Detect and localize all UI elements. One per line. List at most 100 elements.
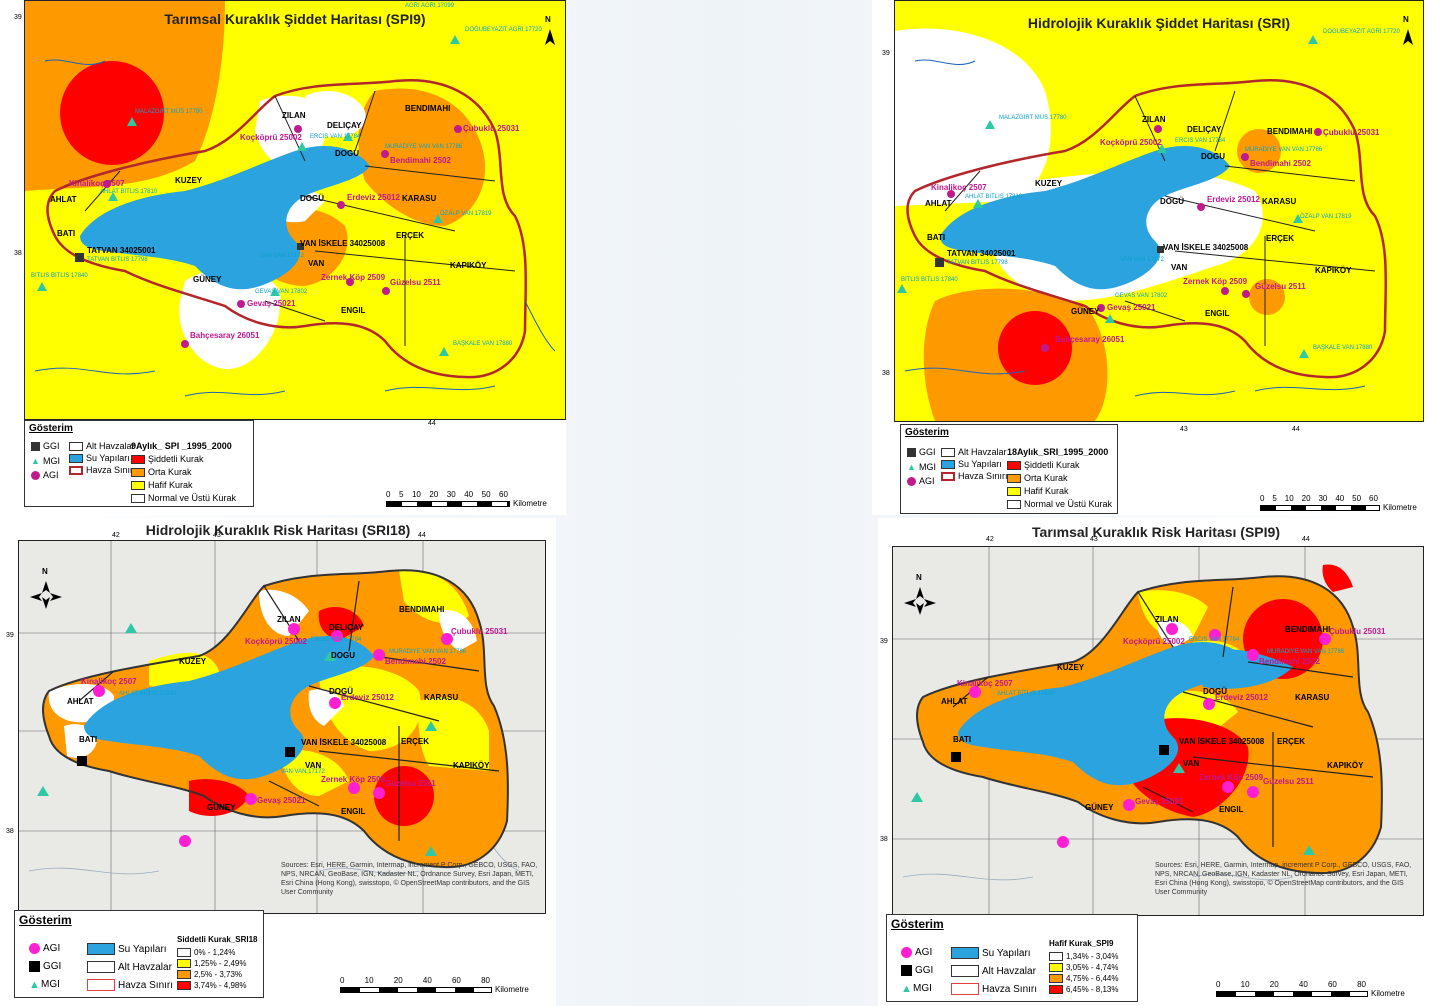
legend-class-normal: Normal ve Üstü Kurak xyxy=(1007,499,1112,509)
legend-su-yapilari: Su Yapıları xyxy=(69,453,130,463)
region-kuzey: KUZEY xyxy=(1057,663,1085,672)
region-dogu2: DOGÜ xyxy=(329,687,353,696)
ggi-marker xyxy=(75,253,84,262)
agi-zernek: Zernek Köp 2509 xyxy=(321,273,386,282)
mgi-malazgirt: MALAZGIRT MUS 17780 xyxy=(999,115,1067,121)
region-van: VAN xyxy=(308,259,325,268)
coord-lon-42: 42 xyxy=(986,536,994,543)
agi-zernek: Zernek Köp 2509 xyxy=(321,775,386,784)
severe-zone xyxy=(998,311,1072,385)
agi-kockopru: Koçköprü 25002 xyxy=(1123,637,1185,646)
legend-class-mild: Hafif Kurak xyxy=(131,480,193,490)
region-bati: BATI xyxy=(57,229,76,238)
coord-lon-44: 44 xyxy=(418,532,426,539)
ggi-marker xyxy=(77,756,87,766)
legend-title: Gösterim xyxy=(905,427,949,438)
agi-gevas: Gevaş 25021 xyxy=(1107,303,1156,312)
agi-kinalikoc: Kinalikoç 2507 xyxy=(81,677,137,686)
legend: Gösterim GGI ▲ MGI AGI Alt Havzalar Su Ya… xyxy=(24,420,254,507)
legend-class-4: 3,74% - 4,98% xyxy=(177,981,246,990)
legend-class-3: 4,75% - 6,44% xyxy=(1049,974,1118,983)
region-ercek: ERÇEK xyxy=(1277,737,1306,746)
north-label: N xyxy=(545,15,551,24)
coord-lat-38: 38 xyxy=(882,370,890,377)
severe-zone xyxy=(1322,564,1353,592)
agi-cubuklu: Çubuklu 25031 xyxy=(451,627,508,636)
mgi-ercis: ERCIS VAN 17784 xyxy=(1189,637,1240,643)
ggi-marker xyxy=(951,752,961,762)
coord-lon-43: 43 xyxy=(1090,536,1098,543)
ggi-marker xyxy=(1157,246,1164,253)
legend-class-1: 1,34% - 3,04% xyxy=(1049,952,1118,961)
legend-class-2: 3,05% - 4,74% xyxy=(1049,963,1118,972)
legend-ggi: GGI xyxy=(901,965,933,976)
agi-bendimahi: Bendimahi 2502 xyxy=(390,156,451,165)
region-karasu: KARASU xyxy=(1295,693,1330,702)
mgi-ozalp: ÖZALP VAN 17819 xyxy=(1300,214,1352,220)
coord-lat-38: 38 xyxy=(880,836,888,843)
region-delicay: DELIÇAY xyxy=(327,121,362,130)
legend-agi: AGI xyxy=(29,943,60,954)
legend-havza-siniri: Havza Sınırı xyxy=(69,465,136,475)
region-kapikoy: KAPIKÖY xyxy=(453,761,490,770)
mgi-gevasvan: GEVAS VAN 17802 xyxy=(255,289,308,295)
ggi-tatvan: TATVAN 34025001 xyxy=(947,249,1016,258)
region-zilan: ZILAN xyxy=(1155,615,1179,624)
ggi-marker xyxy=(285,747,295,757)
region-kapikoy: KAPIKÖY xyxy=(1315,266,1352,275)
legend-heading: Siddetli Kurak_SRI18 xyxy=(177,935,258,944)
mgi-malazgirt: MALAZGIRT MUS 17780 xyxy=(135,109,203,115)
region-kapikoy: KAPIKÖY xyxy=(1327,761,1364,770)
region-van: VAN xyxy=(1171,263,1188,272)
legend-heading: 9Aylık_ SPI _1995_2000 xyxy=(131,441,232,451)
legend-agi: AGI xyxy=(901,947,932,958)
severe-zone xyxy=(318,606,364,641)
coord-lat-39: 39 xyxy=(6,632,14,639)
agi-erdeviz: Erdeviz 25012 xyxy=(347,193,400,202)
coord-lat-39: 39 xyxy=(882,50,890,57)
legend-alt-havzalar: Alt Havzalar xyxy=(941,447,1007,457)
region-kuzey: KUZEY xyxy=(179,657,207,666)
moderate-zone xyxy=(358,88,486,226)
mild-zone xyxy=(319,666,421,751)
moderate-zone xyxy=(1249,279,1285,315)
map-title: Hidrolojik Kuraklık Şiddet Haritası (SRI… xyxy=(1027,15,1291,31)
coord-lon-44: 44 xyxy=(428,420,436,427)
region-guney: GÜNEY xyxy=(193,275,222,284)
agi-guzelsu: Güzelsu 2511 xyxy=(1263,777,1314,786)
region-guney: GÜNEY xyxy=(1085,803,1114,812)
mgi-vanvan: VAN VAN 17172 xyxy=(260,253,304,259)
legend-mgi: ▲ MGI xyxy=(901,983,932,995)
mgi-ercis: ERCIS VAN 17784 xyxy=(1175,138,1226,144)
region-karasu: KARASU xyxy=(1262,197,1297,206)
mgi-ahlatbitlis: AHLAT BITLIS 17810 xyxy=(997,691,1055,697)
region-guney: GÜNEY xyxy=(207,803,236,812)
agi-bendimahi: Bendimahi 2502 xyxy=(1259,657,1320,666)
region-dogu: DOGU xyxy=(331,651,355,660)
region-engil: ENGIL xyxy=(341,306,366,315)
lake-van xyxy=(80,146,370,290)
legend-alt-havzalar: Alt Havzalar xyxy=(69,441,135,451)
legend-alt-havzalar: Alt Havzalar xyxy=(87,961,172,973)
panel-spi9-risk: Tarımsal Kuraklık Risk Haritası (SPI9) xyxy=(878,518,1434,1006)
ggi-marker xyxy=(935,258,944,267)
scale-bar: 0 5 10 20 30 40 50 60 Kilometre xyxy=(1260,494,1417,512)
mgi-gevasvan: GEVAS VAN 17802 xyxy=(1115,293,1168,299)
map-frame: N ZILAN BENDIMAHI KUZEY AHLAT BATI DOGÜ … xyxy=(892,546,1424,916)
agi-kinalikoc: Kinalikoç 2507 xyxy=(69,179,125,188)
region-guney: GÜNEY xyxy=(1071,307,1100,316)
region-karasu: KARASU xyxy=(424,693,459,702)
ggi-tatvan: TATVAN 34025001 xyxy=(87,246,156,255)
legend: Gösterim AGI GGI ▲ MGI Su Yapıları Alt Ha… xyxy=(14,910,264,998)
mgi-dogubeyazit: DOGUBEYAZIT AGRI 17720 xyxy=(1323,29,1400,35)
region-ahlat: AHLAT xyxy=(67,697,94,706)
ggi-vaniskele: VAN İSKELE 34025008 xyxy=(1163,243,1249,252)
map-title: Tarımsal Kuraklık Risk Haritası (SPI9) xyxy=(1032,524,1280,540)
region-delicay: DELIÇAY xyxy=(329,623,364,632)
legend-agi: AGI xyxy=(907,476,935,486)
region-dogu: DOGU xyxy=(1201,152,1225,161)
legend-havza-siniri: Havza Sınırı xyxy=(951,983,1037,995)
mgi-ahlatbitlis: AHLAT BITLIS 17810 xyxy=(119,691,177,697)
mgi-muradiye: MURADIYE VAN VAN 17786 xyxy=(389,649,467,655)
river-lines xyxy=(902,873,1294,881)
